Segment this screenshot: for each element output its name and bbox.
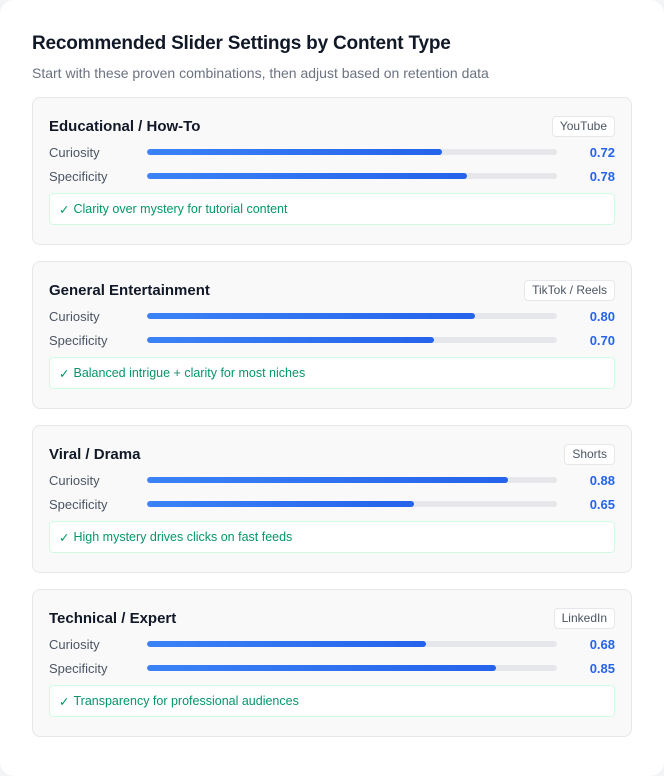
slider-row-curiosity: Curiosity 0.68 xyxy=(49,632,615,656)
content-type-title: Technical / Expert xyxy=(49,609,177,627)
content-type-card-viral: Viral / Drama Shorts Curiosity 0.88 Spec… xyxy=(32,425,632,573)
slider-fill xyxy=(147,313,475,319)
check-icon: ✓ xyxy=(59,202,70,217)
slider-fill xyxy=(147,149,443,155)
slider-value: 0.80 xyxy=(589,308,615,324)
slider-label: Specificity xyxy=(49,332,108,348)
check-icon: ✓ xyxy=(59,530,70,545)
page-title: Recommended Slider Settings by Content T… xyxy=(32,33,451,54)
note-text: Transparency for professional audiences xyxy=(73,694,299,708)
slider-value: 0.68 xyxy=(589,636,615,652)
slider-label: Curiosity xyxy=(49,636,100,652)
recommendation-note: ✓ High mystery drives clicks on fast fee… xyxy=(49,521,615,553)
platform-badge: TikTok / Reels xyxy=(524,279,615,301)
slider-track xyxy=(147,501,557,507)
slider-track xyxy=(147,337,557,343)
slider-fill xyxy=(147,641,426,647)
slider-fill xyxy=(147,501,414,507)
content-type-title: General Entertainment xyxy=(49,281,210,299)
page-subtitle: Start with these proven combinations, th… xyxy=(32,65,489,81)
content-type-card-educational: Educational / How-To YouTube Curiosity 0… xyxy=(32,97,632,245)
slider-row-specificity: Specificity 0.85 xyxy=(49,656,615,680)
slider-value: 0.70 xyxy=(589,332,615,348)
content-type-card-entertainment: General Entertainment TikTok / Reels Cur… xyxy=(32,261,632,409)
slider-label: Curiosity xyxy=(49,308,100,324)
slider-fill xyxy=(147,477,508,483)
slider-row-specificity: Specificity 0.78 xyxy=(49,164,615,188)
note-text: High mystery drives clicks on fast feeds xyxy=(73,530,293,544)
content-type-card-technical: Technical / Expert LinkedIn Curiosity 0.… xyxy=(32,589,632,737)
slider-label: Specificity xyxy=(49,660,108,676)
slider-label: Curiosity xyxy=(49,472,100,488)
slider-value: 0.88 xyxy=(589,472,615,488)
slider-value: 0.72 xyxy=(589,144,615,160)
slider-value: 0.65 xyxy=(589,496,615,512)
platform-badge: LinkedIn xyxy=(553,607,615,629)
slider-row-specificity: Specificity 0.65 xyxy=(49,492,615,516)
slider-row-specificity: Specificity 0.70 xyxy=(49,328,615,352)
check-icon: ✓ xyxy=(59,694,70,709)
note-text: Balanced intrigue + clarity for most nic… xyxy=(73,366,306,380)
slider-fill xyxy=(147,173,467,179)
platform-badge: YouTube xyxy=(551,115,615,137)
slider-track xyxy=(147,313,557,319)
slider-label: Specificity xyxy=(49,168,108,184)
content-type-title: Educational / How-To xyxy=(49,117,201,135)
slider-track xyxy=(147,173,557,179)
check-icon: ✓ xyxy=(59,366,70,381)
slider-track xyxy=(147,477,557,483)
note-text: Clarity over mystery for tutorial conten… xyxy=(73,202,288,216)
slider-value: 0.78 xyxy=(589,168,615,184)
slider-track xyxy=(147,149,557,155)
slider-track xyxy=(147,641,557,647)
content-type-list: Educational / How-To YouTube Curiosity 0… xyxy=(32,97,632,737)
slider-fill xyxy=(147,665,496,671)
slider-track xyxy=(147,665,557,671)
slider-row-curiosity: Curiosity 0.80 xyxy=(49,304,615,328)
content-type-title: Viral / Drama xyxy=(49,445,141,463)
recommendation-note: ✓ Balanced intrigue + clarity for most n… xyxy=(49,357,615,389)
slider-row-curiosity: Curiosity 0.88 xyxy=(49,468,615,492)
slider-label: Specificity xyxy=(49,496,108,512)
slider-value: 0.85 xyxy=(589,660,615,676)
recommendation-note: ✓ Clarity over mystery for tutorial cont… xyxy=(49,193,615,225)
slider-row-curiosity: Curiosity 0.72 xyxy=(49,140,615,164)
platform-badge: Shorts xyxy=(564,443,615,465)
slider-fill xyxy=(147,337,434,343)
recommendation-note: ✓ Transparency for professional audience… xyxy=(49,685,615,717)
slider-label: Curiosity xyxy=(49,144,100,160)
